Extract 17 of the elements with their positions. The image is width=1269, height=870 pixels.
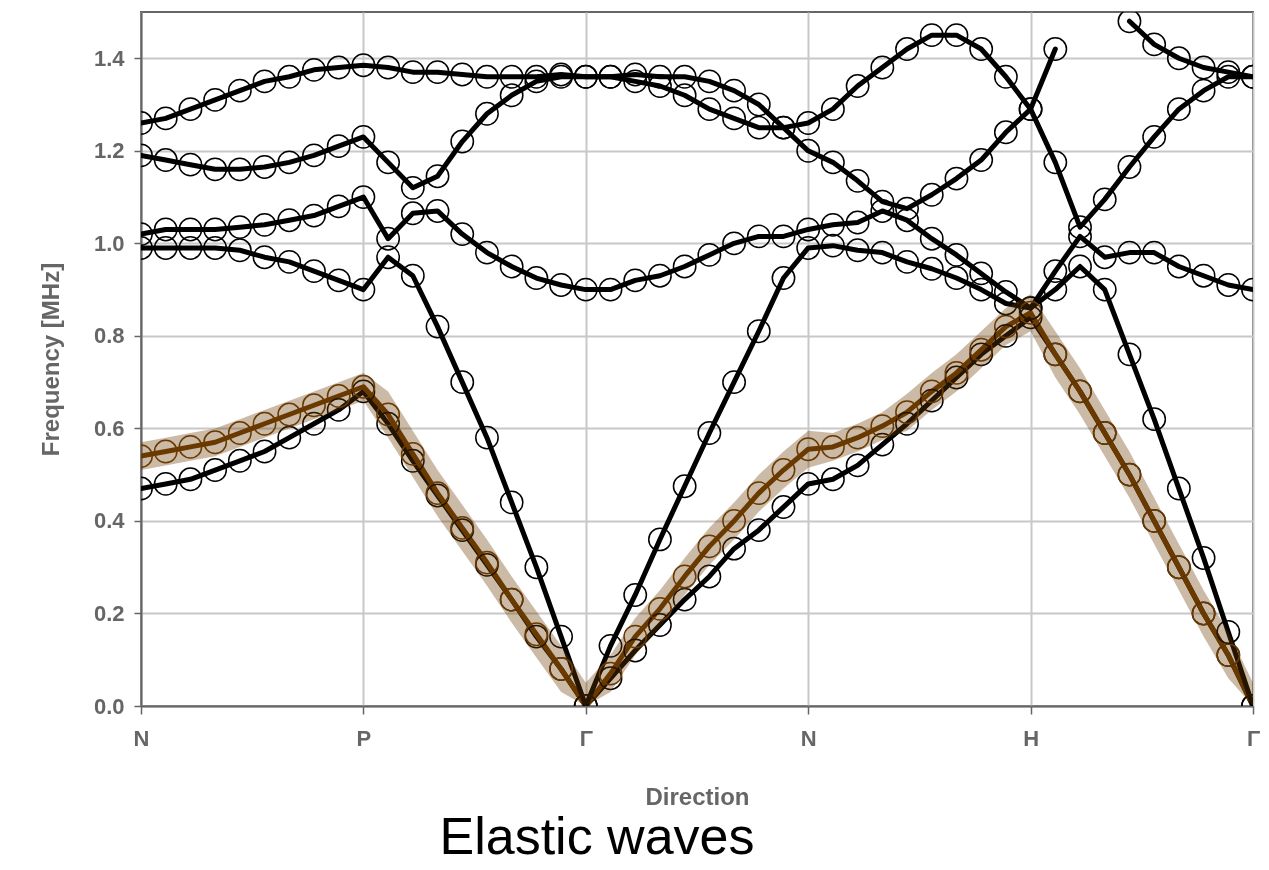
x-tick-label: H bbox=[1023, 725, 1040, 751]
y-tick-label: 0.8 bbox=[93, 323, 125, 349]
text: Elastic waves bbox=[439, 807, 755, 865]
y-tick-label: 0.6 bbox=[93, 415, 125, 441]
y-tick-label: 1.2 bbox=[93, 138, 125, 164]
y-tick-label: 1.4 bbox=[93, 45, 126, 71]
x-tick-label: N bbox=[800, 725, 817, 751]
y-tick-label: 0.2 bbox=[93, 600, 125, 626]
x-tick-label: P bbox=[356, 725, 372, 751]
x-tick-label: N bbox=[133, 725, 150, 751]
y-axis-title: Frequency [MHz] bbox=[36, 262, 64, 457]
x-tick-label: Γ bbox=[579, 725, 593, 751]
x-axis-title: Direction bbox=[645, 782, 750, 810]
y-tick-label: 0.0 bbox=[93, 693, 125, 719]
x-tick-label: Γ bbox=[1246, 725, 1261, 751]
y-tick-label: 1.0 bbox=[93, 230, 125, 256]
y-tick-label: 0.4 bbox=[93, 508, 126, 534]
